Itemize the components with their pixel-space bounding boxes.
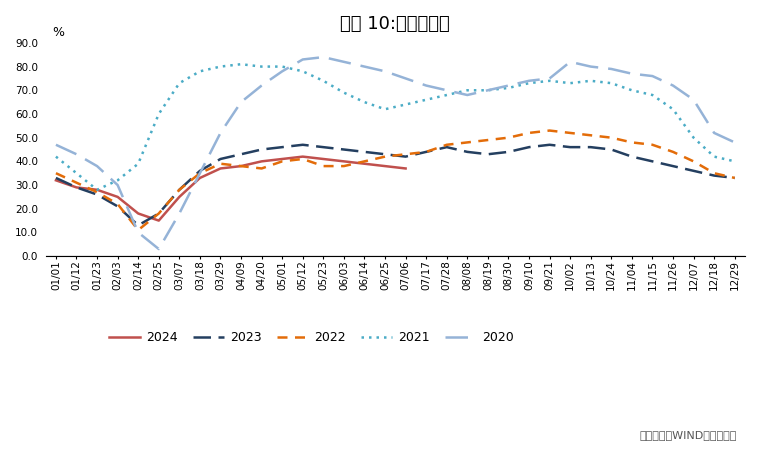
Title: 图表 10:水泥发运率: 图表 10:水泥发运率 [340,15,450,33]
Text: %: % [52,26,65,39]
Legend: 2024, 2023, 2022, 2021, 2020: 2024, 2023, 2022, 2021, 2020 [103,326,519,349]
Text: 资料来源：WIND，兴业研究: 资料来源：WIND，兴业研究 [640,430,737,440]
